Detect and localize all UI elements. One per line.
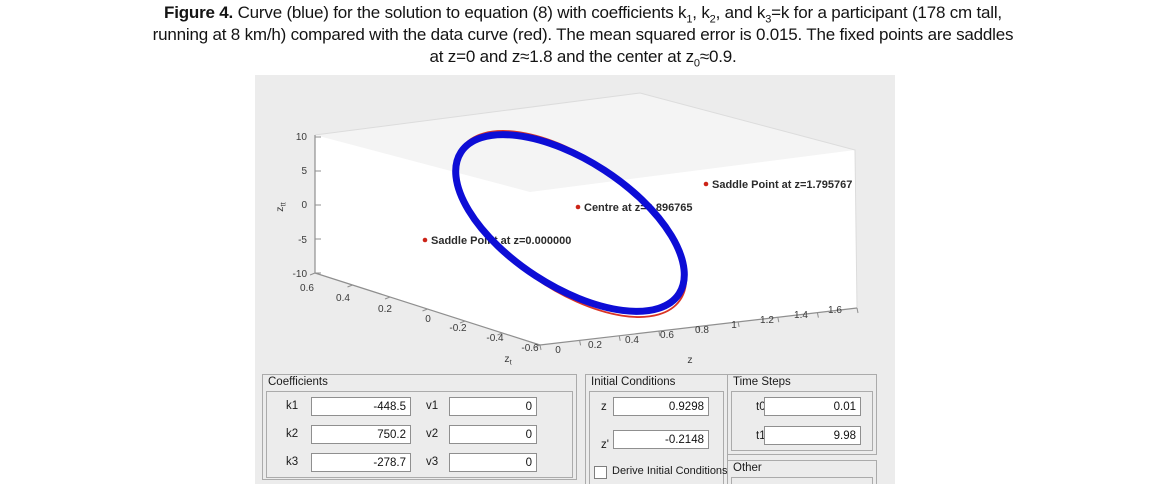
other-title: Other [733, 462, 762, 474]
v2-label: v2 [426, 428, 439, 440]
vertical-axis-tick-labels: 10 5 0 -5 -10 [293, 132, 308, 280]
coefficients-panel: Coefficients k1 v1 k2 v2 k3 v3 [262, 374, 577, 480]
z-label: z [601, 401, 607, 413]
other-panel: Other [727, 460, 877, 484]
t0-field[interactable] [764, 397, 861, 416]
vtick-n5: -5 [298, 235, 307, 246]
annotation-saddle-z0: Saddle Point at z=0.000000 [431, 235, 571, 247]
right-axis-tick-labels: 0 0.2 0.4 0.6 0.8 1 1.2 1.4 1.6 [555, 305, 842, 356]
ltick-n02: -0.2 [449, 323, 467, 334]
annotation-centre: Centre at z=0.896765 [584, 202, 693, 214]
k2-label: k2 [286, 428, 299, 440]
right-axis-label: z [687, 354, 692, 366]
right-axis-ticks [539, 307, 859, 351]
saddle-marker-z0 [422, 237, 428, 243]
annotations: Saddle Point at z=0.000000 Centre at z=0… [422, 179, 852, 247]
t1-label: t1 [756, 430, 766, 442]
v3-field[interactable] [449, 453, 537, 472]
annotation-saddle-z18: Saddle Point at z=1.795767 [712, 179, 852, 191]
v1-field[interactable] [449, 397, 537, 416]
solution-curve-blue [452, 131, 688, 315]
initial-conditions-title: Initial Conditions [591, 376, 676, 388]
t0-label: t0 [756, 401, 766, 413]
figure-caption: Figure 4. Curve (blue) for the solution … [0, 2, 1166, 70]
time-steps-title: Time Steps [733, 376, 791, 388]
initial-conditions-checkbox[interactable] [594, 466, 607, 479]
vertical-axis-ticks [315, 136, 321, 274]
vertical-axis-label: ztt [274, 201, 288, 211]
time-steps-panel: Time Steps t0 t1 [727, 374, 877, 455]
initial-conditions-checkbox-row[interactable]: Derive Initial Conditions [594, 465, 728, 483]
rtick-1: 1 [731, 320, 737, 331]
initial-conditions-panel: Initial Conditions z z' Derive Initial C… [585, 374, 728, 484]
caption-line-1: Figure 4. Curve (blue) for the solution … [164, 3, 1002, 26]
v3-label: v3 [426, 456, 439, 468]
vtick-5: 5 [301, 166, 307, 177]
ltick-02: 0.2 [378, 304, 392, 315]
rtick-06: 0.6 [660, 330, 674, 341]
caption-figure-label: Figure 4. [164, 3, 234, 22]
k1-field[interactable] [311, 397, 411, 416]
ltick-06: 0.6 [300, 283, 314, 294]
saddle-marker-z18 [703, 181, 709, 187]
caption-line-2: running at 8 km/h) compared with the dat… [152, 25, 1014, 44]
box-edges [314, 92, 858, 309]
vtick-0: 0 [301, 200, 307, 211]
rtick-0: 0 [555, 345, 561, 356]
rtick-04: 0.4 [625, 335, 639, 346]
phase-portrait-3d-plot: 10 5 0 -5 -10 ztt 0.6 0.4 0.2 [274, 92, 859, 367]
z-field[interactable] [613, 397, 709, 416]
left-axis-label: zt [504, 353, 512, 367]
z-prime-field[interactable] [613, 430, 709, 449]
centre-marker [575, 204, 581, 210]
k3-field[interactable] [311, 453, 411, 472]
vtick-n10: -10 [293, 269, 308, 280]
left-axis-tick-labels: 0.6 0.4 0.2 0 -0.2 -0.4 -0.6 [300, 283, 539, 354]
k1-label: k1 [286, 400, 299, 412]
v2-field[interactable] [449, 425, 537, 444]
t1-field[interactable] [764, 426, 861, 445]
coefficients-title: Coefficients [268, 376, 328, 388]
rtick-16: 1.6 [828, 305, 842, 316]
ltick-n04: -0.4 [486, 333, 504, 344]
ltick-0: 0 [425, 314, 431, 325]
left-axis-ticks [309, 272, 541, 348]
ltick-04: 0.4 [336, 293, 350, 304]
matlab-figure-window: 10 5 0 -5 -10 ztt 0.6 0.4 0.2 [255, 75, 895, 484]
k2-field[interactable] [311, 425, 411, 444]
v1-label: v1 [426, 400, 439, 412]
k3-label: k3 [286, 456, 299, 468]
rtick-12: 1.2 [760, 315, 774, 326]
initial-conditions-checkbox-label: Derive Initial Conditions [612, 465, 728, 474]
other-box [731, 477, 873, 484]
vtick-10: 10 [296, 132, 308, 143]
ltick-n06: -0.6 [521, 343, 539, 354]
rtick-08: 0.8 [695, 325, 709, 336]
caption-line-3: at z=0 and z≈1.8 and the center at z0≈0.… [429, 47, 737, 70]
z-prime-label: z' [601, 439, 609, 451]
rtick-14: 1.4 [794, 310, 808, 321]
rtick-02: 0.2 [588, 340, 602, 351]
